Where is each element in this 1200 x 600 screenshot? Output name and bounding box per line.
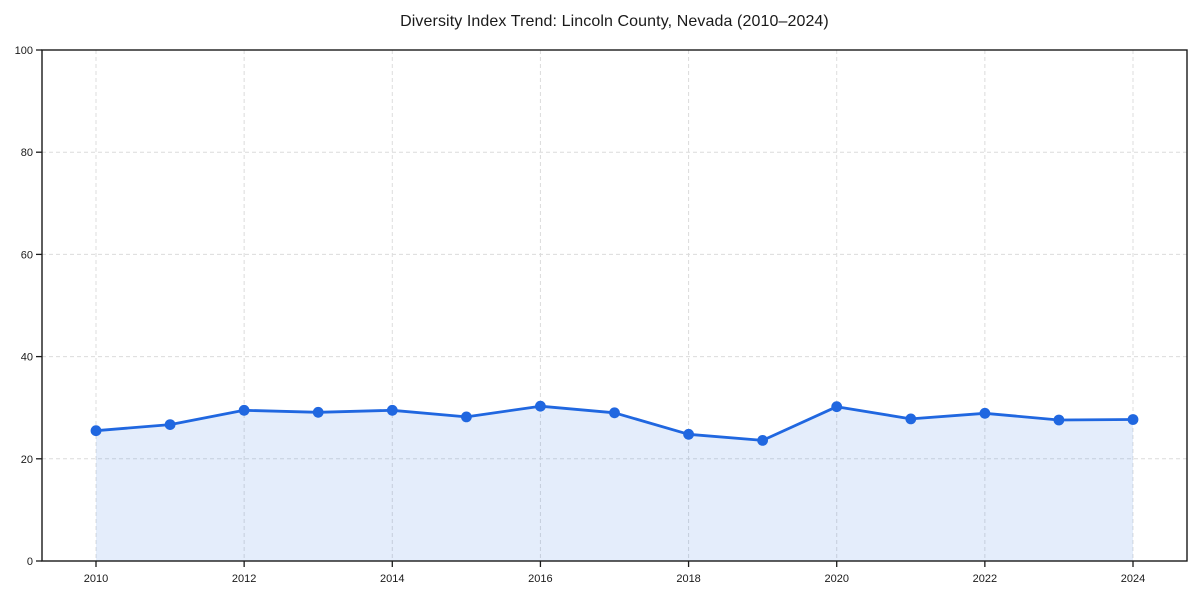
y-tick-label: 80: [21, 147, 33, 159]
data-point: [312, 406, 324, 418]
plot-box: [41, 49, 1188, 562]
axis-ticks: [36, 49, 1134, 567]
plot-border: [41, 49, 1188, 562]
x-tick-label: 2016: [528, 573, 552, 585]
gridlines: [42, 50, 1187, 561]
x-tick-label: 2014: [380, 573, 404, 585]
data-point: [683, 428, 694, 440]
data-point: [757, 435, 768, 446]
y-axis-labels: 0 20 40 60 80 100: [15, 45, 33, 568]
data-points: [90, 400, 1139, 446]
x-tick-label: 2018: [676, 573, 700, 585]
y-tick-label: 60: [21, 249, 33, 261]
data-point: [238, 404, 250, 416]
x-tick-label: 2022: [973, 573, 997, 585]
data-point: [831, 401, 843, 413]
chart-title: Diversity Index Trend: Lincoln County, N…: [400, 13, 829, 30]
data-point: [979, 407, 991, 419]
y-tick-label: 0: [27, 556, 33, 568]
y-tick-label: 40: [21, 352, 33, 364]
data-point: [164, 419, 176, 430]
x-tick-label: 2020: [824, 573, 848, 585]
x-axis-labels: 2010 2012 2014 2016 2018 2020 2022 2024: [84, 573, 1145, 585]
data-point: [461, 411, 472, 423]
data-point: [90, 425, 102, 437]
data-point: [1053, 414, 1065, 426]
area-under-curve: [96, 406, 1133, 561]
x-tick-label: 2010: [84, 573, 108, 585]
x-tick-label: 2024: [1121, 573, 1145, 585]
x-tick-label: 2012: [232, 573, 256, 585]
area-fill: [96, 406, 1133, 561]
data-point: [609, 407, 620, 419]
data-point: [1127, 414, 1139, 425]
y-tick-label: 100: [15, 45, 33, 57]
data-point: [386, 404, 398, 416]
data-point: [535, 400, 546, 412]
y-tick-label: 20: [21, 454, 33, 466]
data-point: [905, 413, 917, 425]
